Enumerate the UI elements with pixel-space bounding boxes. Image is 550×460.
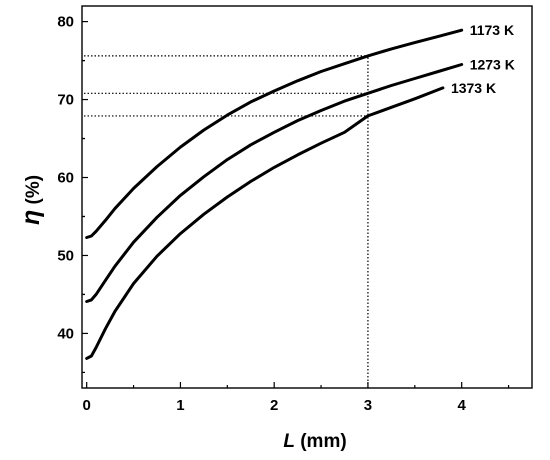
x-tick-label: 1 <box>176 397 184 414</box>
y-tick-label: 60 <box>57 170 74 187</box>
y-axis-title: η (%) <box>17 175 45 225</box>
x-axis-variable: L <box>283 431 295 452</box>
x-axis-ticks: 0 1 2 3 4 <box>83 382 510 414</box>
series-label-1273-k: 1273 K <box>470 56 515 72</box>
series-line-1173-k <box>85 28 464 239</box>
y-axis-ticks: 40 50 60 70 80 <box>57 14 88 374</box>
x-tick-label: 4 <box>458 397 467 414</box>
plot-frame <box>81 5 533 389</box>
x-tick-label: 0 <box>83 397 91 414</box>
y-axis-unit: (%) <box>23 175 44 210</box>
y-tick-label: 80 <box>57 14 74 31</box>
plot-area <box>81 5 533 389</box>
y-tick-label: 40 <box>57 325 74 342</box>
reference-lines <box>84 55 369 388</box>
series-label-1173-k: 1173 K <box>470 22 514 38</box>
y-tick-label: 70 <box>57 92 74 109</box>
series-labels: 1173 K 1273 K 1373 K <box>451 22 515 96</box>
series-label-1373-k: 1373 K <box>451 80 496 96</box>
x-tick-label: 2 <box>270 397 278 414</box>
x-axis-title: L (mm) <box>283 431 346 452</box>
series-line-1273-k <box>85 63 464 303</box>
series-line-1373-k <box>85 86 445 360</box>
y-axis-variable: η <box>17 210 45 225</box>
series-curves <box>85 28 464 360</box>
x-tick-label: 3 <box>364 397 372 414</box>
x-axis-unit: (mm) <box>295 431 347 452</box>
y-tick-label: 50 <box>57 247 74 264</box>
